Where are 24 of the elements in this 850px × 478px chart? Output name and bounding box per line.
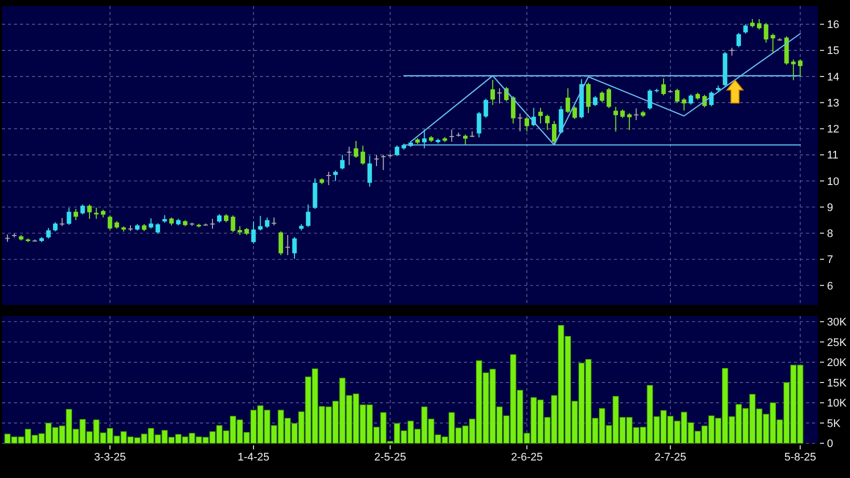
x-tick-label: 2-7-25 [654,451,686,464]
y-tick-label: 10K [827,398,848,410]
y-tick-label: 11 [827,150,838,162]
x-tick-label: 2-5-25 [374,451,406,464]
y-tick-label: 30K [827,316,848,329]
x-tick-label: 3-3-25 [94,451,126,464]
x-tick-label: 1-4-25 [238,451,270,464]
y-tick-label: 10 [827,176,840,188]
y-tick-label: 13 [827,97,840,110]
y-tick-label: 8 [827,228,834,240]
x-tick-label: 5-8-25 [784,451,816,464]
y-tick-label: 5K [827,418,842,430]
y-tick-label: 25K [827,336,848,349]
x-tick-label: 2-6-25 [510,451,543,464]
y-tick-label: 15K [827,377,848,390]
y-tick-label: 9 [827,202,834,214]
y-tick-label: 14 [827,71,840,84]
y-tick-label: 20K [827,357,848,370]
y-tick-label: 12 [827,124,840,136]
y-tick-label: 7 [827,254,834,266]
y-tick-label: 15 [827,45,840,58]
y-tick-label: 6 [827,280,834,292]
y-tick-label: 0 [827,438,834,450]
y-tick-label: 16 [827,19,840,32]
